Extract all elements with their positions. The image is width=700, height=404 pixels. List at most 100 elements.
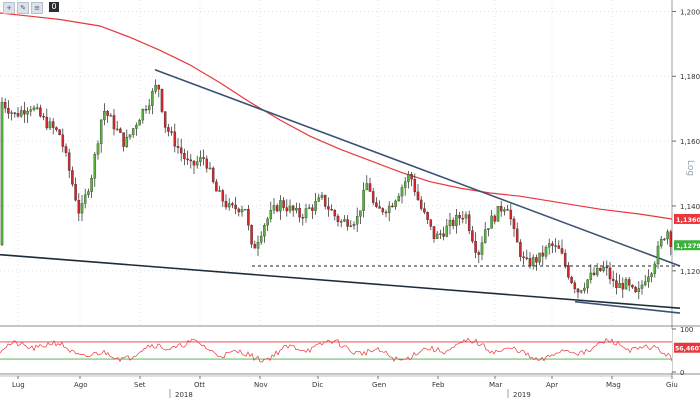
- price-label-text: 1,1360: [676, 216, 700, 224]
- candle-up: [279, 200, 282, 212]
- candle-up: [19, 110, 23, 117]
- candle-up: [141, 109, 145, 121]
- candle-up: [32, 107, 36, 110]
- candle-down: [231, 203, 234, 206]
- candle-down: [515, 228, 519, 243]
- candle-down: [61, 134, 65, 147]
- candle-up: [90, 178, 93, 192]
- candle-down: [611, 278, 615, 281]
- candle-down: [74, 184, 77, 201]
- candle-up: [496, 206, 500, 222]
- candle-down: [506, 209, 509, 211]
- candle-down: [410, 174, 413, 180]
- candle-up: [589, 272, 593, 280]
- candle-down: [471, 230, 474, 242]
- candle-down: [327, 206, 330, 210]
- candle-up: [583, 287, 586, 291]
- oscillator-value-label: 56,4607: [675, 346, 700, 353]
- candle-up: [243, 209, 247, 211]
- candle-up: [131, 128, 135, 135]
- candle-up: [503, 209, 506, 212]
- candle-up: [666, 231, 669, 240]
- candle-down: [631, 284, 634, 288]
- candle-down: [42, 115, 45, 118]
- candle-down: [237, 208, 241, 213]
- candles-group: [0, 79, 673, 300]
- candle-down: [535, 257, 538, 263]
- candle-down: [378, 206, 381, 209]
- candle-down: [250, 225, 253, 245]
- candle-down: [375, 202, 378, 207]
- candle-down: [391, 205, 394, 208]
- candle-down: [234, 204, 237, 210]
- candle-down: [493, 215, 497, 222]
- candle-down: [183, 153, 186, 160]
- crosshair-icon[interactable]: +: [3, 2, 15, 14]
- candle-up: [103, 111, 106, 121]
- x-tick-label: Giu: [666, 381, 678, 389]
- candle-down: [224, 200, 228, 208]
- y-tick-label: 1,1400: [680, 203, 700, 211]
- candle-down: [461, 217, 465, 220]
- candle-down: [474, 240, 477, 253]
- chart-toolbar: + ✎ ≡ 0: [3, 2, 59, 14]
- candle-down: [371, 191, 375, 203]
- candle-up: [35, 107, 39, 109]
- candle-down: [605, 266, 609, 269]
- candle-down: [426, 212, 429, 220]
- candle-up: [259, 235, 263, 243]
- pencil-icon[interactable]: ✎: [17, 2, 29, 14]
- candle-down: [173, 131, 177, 147]
- year-label: 2018: [175, 391, 193, 399]
- candle-up: [240, 209, 244, 213]
- x-tick-label: Ott: [194, 381, 205, 389]
- candle-down: [512, 218, 516, 230]
- candle-down: [179, 147, 183, 154]
- candle-up: [263, 225, 266, 237]
- trendline: [154, 68, 681, 267]
- x-tick-label: Gen: [372, 381, 386, 389]
- candle-down: [186, 158, 189, 161]
- candle-up: [320, 194, 324, 198]
- candle-up: [448, 220, 452, 227]
- menu-icon[interactable]: ≡: [31, 2, 43, 14]
- candle-up: [87, 191, 90, 195]
- candle-up: [554, 245, 557, 247]
- oscillator-value-box: [674, 342, 700, 353]
- candle-down: [55, 127, 58, 130]
- candle-down: [7, 108, 10, 114]
- candle-down: [634, 286, 637, 293]
- candle-up: [151, 91, 154, 106]
- candle-down: [301, 217, 305, 219]
- candle-up: [10, 112, 13, 114]
- candle-down: [205, 158, 209, 169]
- candle-up: [288, 205, 292, 212]
- candle-up: [0, 102, 4, 246]
- candle-up: [208, 167, 212, 170]
- candle-down: [333, 210, 337, 217]
- candle-up: [663, 238, 666, 241]
- candle-up: [579, 290, 583, 293]
- candle-up: [656, 245, 660, 265]
- x-tick-label: Mar: [489, 381, 502, 389]
- candle-up: [643, 281, 647, 286]
- candle-down: [576, 288, 580, 293]
- moving-average-line: [0, 12, 673, 220]
- candle-down: [381, 208, 385, 213]
- candle-down: [499, 206, 503, 212]
- candle-up: [647, 276, 650, 282]
- candle-up: [272, 205, 276, 211]
- candle-up: [29, 109, 33, 112]
- candle-up: [295, 207, 298, 211]
- candle-down: [560, 248, 564, 254]
- candle-up: [355, 216, 359, 225]
- candle-up: [618, 283, 621, 288]
- candle-down: [122, 132, 125, 147]
- candle-down: [384, 211, 388, 214]
- x-tick-label: Lug: [12, 381, 25, 389]
- candle-up: [531, 257, 535, 267]
- candle-down: [202, 157, 205, 160]
- candle-down: [423, 208, 426, 213]
- x-tick-label: Feb: [432, 381, 445, 389]
